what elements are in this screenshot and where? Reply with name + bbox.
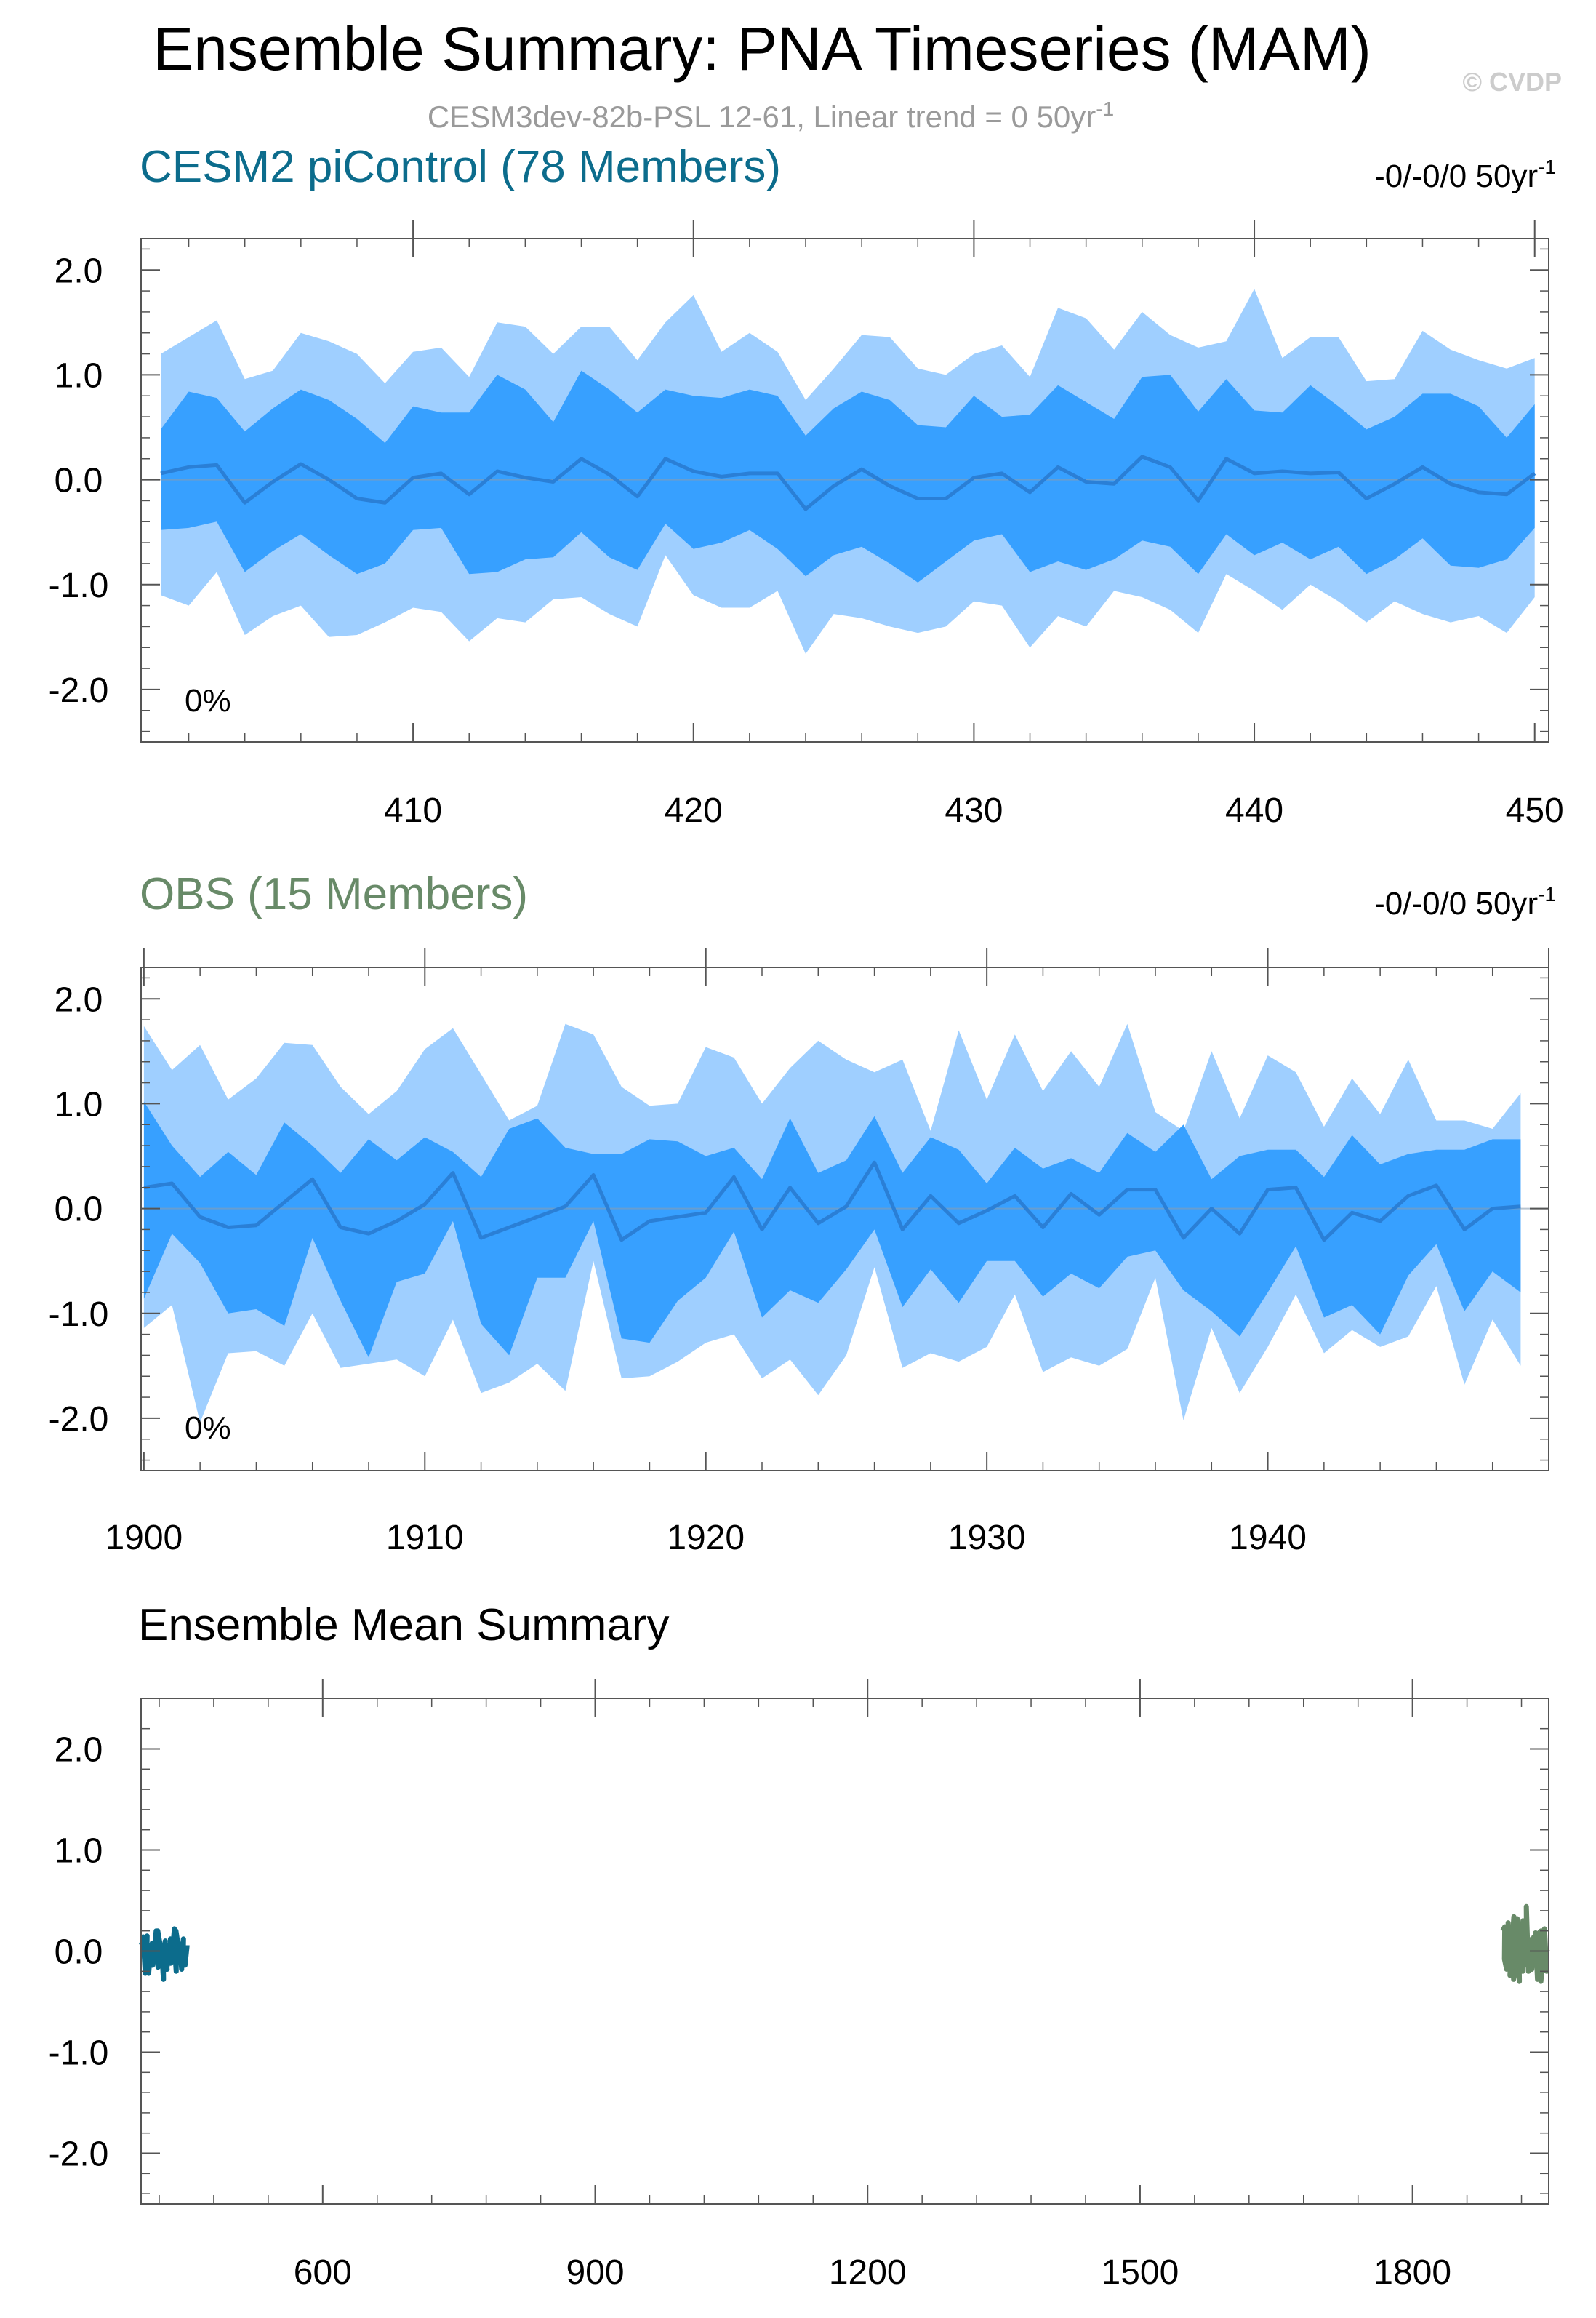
summary-xtick-label: 900 <box>566 2253 624 2292</box>
model-plot-frame <box>140 238 1549 743</box>
obs-xtick-label: 1940 <box>1229 1519 1307 1557</box>
model-ytick-label: 0.0 <box>55 462 103 500</box>
summary-ytick-label: 0.0 <box>55 1933 103 1972</box>
obs-ytick-label: -2.0 <box>49 1400 109 1439</box>
obs-trend-label: -0/-0/0 50yr-1 <box>1374 883 1556 922</box>
obs-inner-range-band <box>143 1101 1521 1358</box>
obs-xtick-label: 1930 <box>948 1519 1026 1557</box>
summary-xtick-label: 600 <box>294 2253 352 2292</box>
obs-ytick-label: 2.0 <box>55 980 103 1019</box>
model-xtick-label: 440 <box>1225 791 1283 830</box>
obs-plot-frame <box>140 967 1549 1471</box>
figure-subtitle-main: CESM3dev-82b-PSL 12-61, Linear trend = 0… <box>428 100 1096 134</box>
obs-xtick-label: 1920 <box>667 1519 745 1557</box>
summary-xtick-label: 1800 <box>1374 2253 1451 2292</box>
model-trend-text: -0/-0/0 50yr <box>1374 159 1538 194</box>
summary-plot-area: 2.0 1.0 0.0 -1.0 -2.0 600 900 1200 1500 1800 <box>49 1679 1551 2292</box>
obs-percent-label: 0% <box>185 1410 231 1446</box>
summary-ytick-label: -1.0 <box>49 2034 109 2073</box>
figure-subtitle: CESM3dev-82b-PSL 12-61, Linear trend = 0… <box>428 97 1114 134</box>
obs-trend-text: -0/-0/0 50yr <box>1374 886 1538 922</box>
model-ytick-label: -2.0 <box>49 671 109 710</box>
model-xtick-label: 410 <box>384 791 442 830</box>
obs-ytick-label: -1.0 <box>49 1295 109 1334</box>
model-ensemble-mean-line <box>160 455 1536 511</box>
obs-ytick-label: 1.0 <box>55 1085 103 1124</box>
watermark: © CVDP <box>1462 67 1562 97</box>
summary-xtick-label: 1500 <box>1102 2253 1179 2292</box>
obs-ensemble-panel: OBS (15 Members) -0/-0/0 50yr-1 2.0 1.0 0.… <box>49 869 1556 1557</box>
model-xtick-label: 420 <box>665 791 723 830</box>
summary-xtick-label: 1200 <box>829 2253 907 2292</box>
model-plot-area: 2.0 1.0 0.0 -1.0 -2.0 410 420 430 440 450 <box>49 220 1564 830</box>
obs-ytick-label: 0.0 <box>55 1191 103 1229</box>
model-xtick-label: 430 <box>945 791 1003 830</box>
model-trend-sup: -1 <box>1538 156 1556 178</box>
obs-xtick-label: 1910 <box>386 1519 464 1557</box>
model-percent-label: 0% <box>185 683 231 719</box>
summary-series-line-cesm2 <box>139 1926 190 1982</box>
obs-panel-title: OBS (15 Members) <box>140 869 528 919</box>
model-xtick-label: 450 <box>1506 791 1564 830</box>
figure-title: Ensemble Summary: PNA Timeseries (MAM) <box>153 15 1371 83</box>
model-ytick-label: 1.0 <box>55 356 103 395</box>
summary-ytick-label: 1.0 <box>55 1832 103 1871</box>
model-ensemble-panel: CESM2 piControl (78 Members) -0/-0/0 50y… <box>49 142 1564 830</box>
summary-ytick-label: -2.0 <box>49 2135 109 2174</box>
model-panel-title: CESM2 piControl (78 Members) <box>140 142 781 192</box>
obs-ensemble-mean-line <box>143 1160 1521 1242</box>
figure-subtitle-sup: -1 <box>1096 97 1114 120</box>
obs-trend-sup: -1 <box>1538 883 1556 906</box>
summary-ytick-label: 2.0 <box>55 1731 103 1770</box>
model-ytick-label: -1.0 <box>49 567 109 605</box>
model-ytick-label: 2.0 <box>55 252 103 290</box>
model-trend-label: -0/-0/0 50yr-1 <box>1374 156 1556 194</box>
ensemble-mean-summary-panel: Ensemble Mean Summary 2.0 1.0 0.0 -1.0 -2.0 6… <box>49 1600 1551 2292</box>
obs-plot-area: 2.0 1.0 0.0 -1.0 -2.0 1900 1910 1920 1930 1940 <box>49 948 1549 1557</box>
obs-xtick-label: 1900 <box>105 1519 183 1557</box>
summary-panel-title: Ensemble Mean Summary <box>138 1600 670 1650</box>
